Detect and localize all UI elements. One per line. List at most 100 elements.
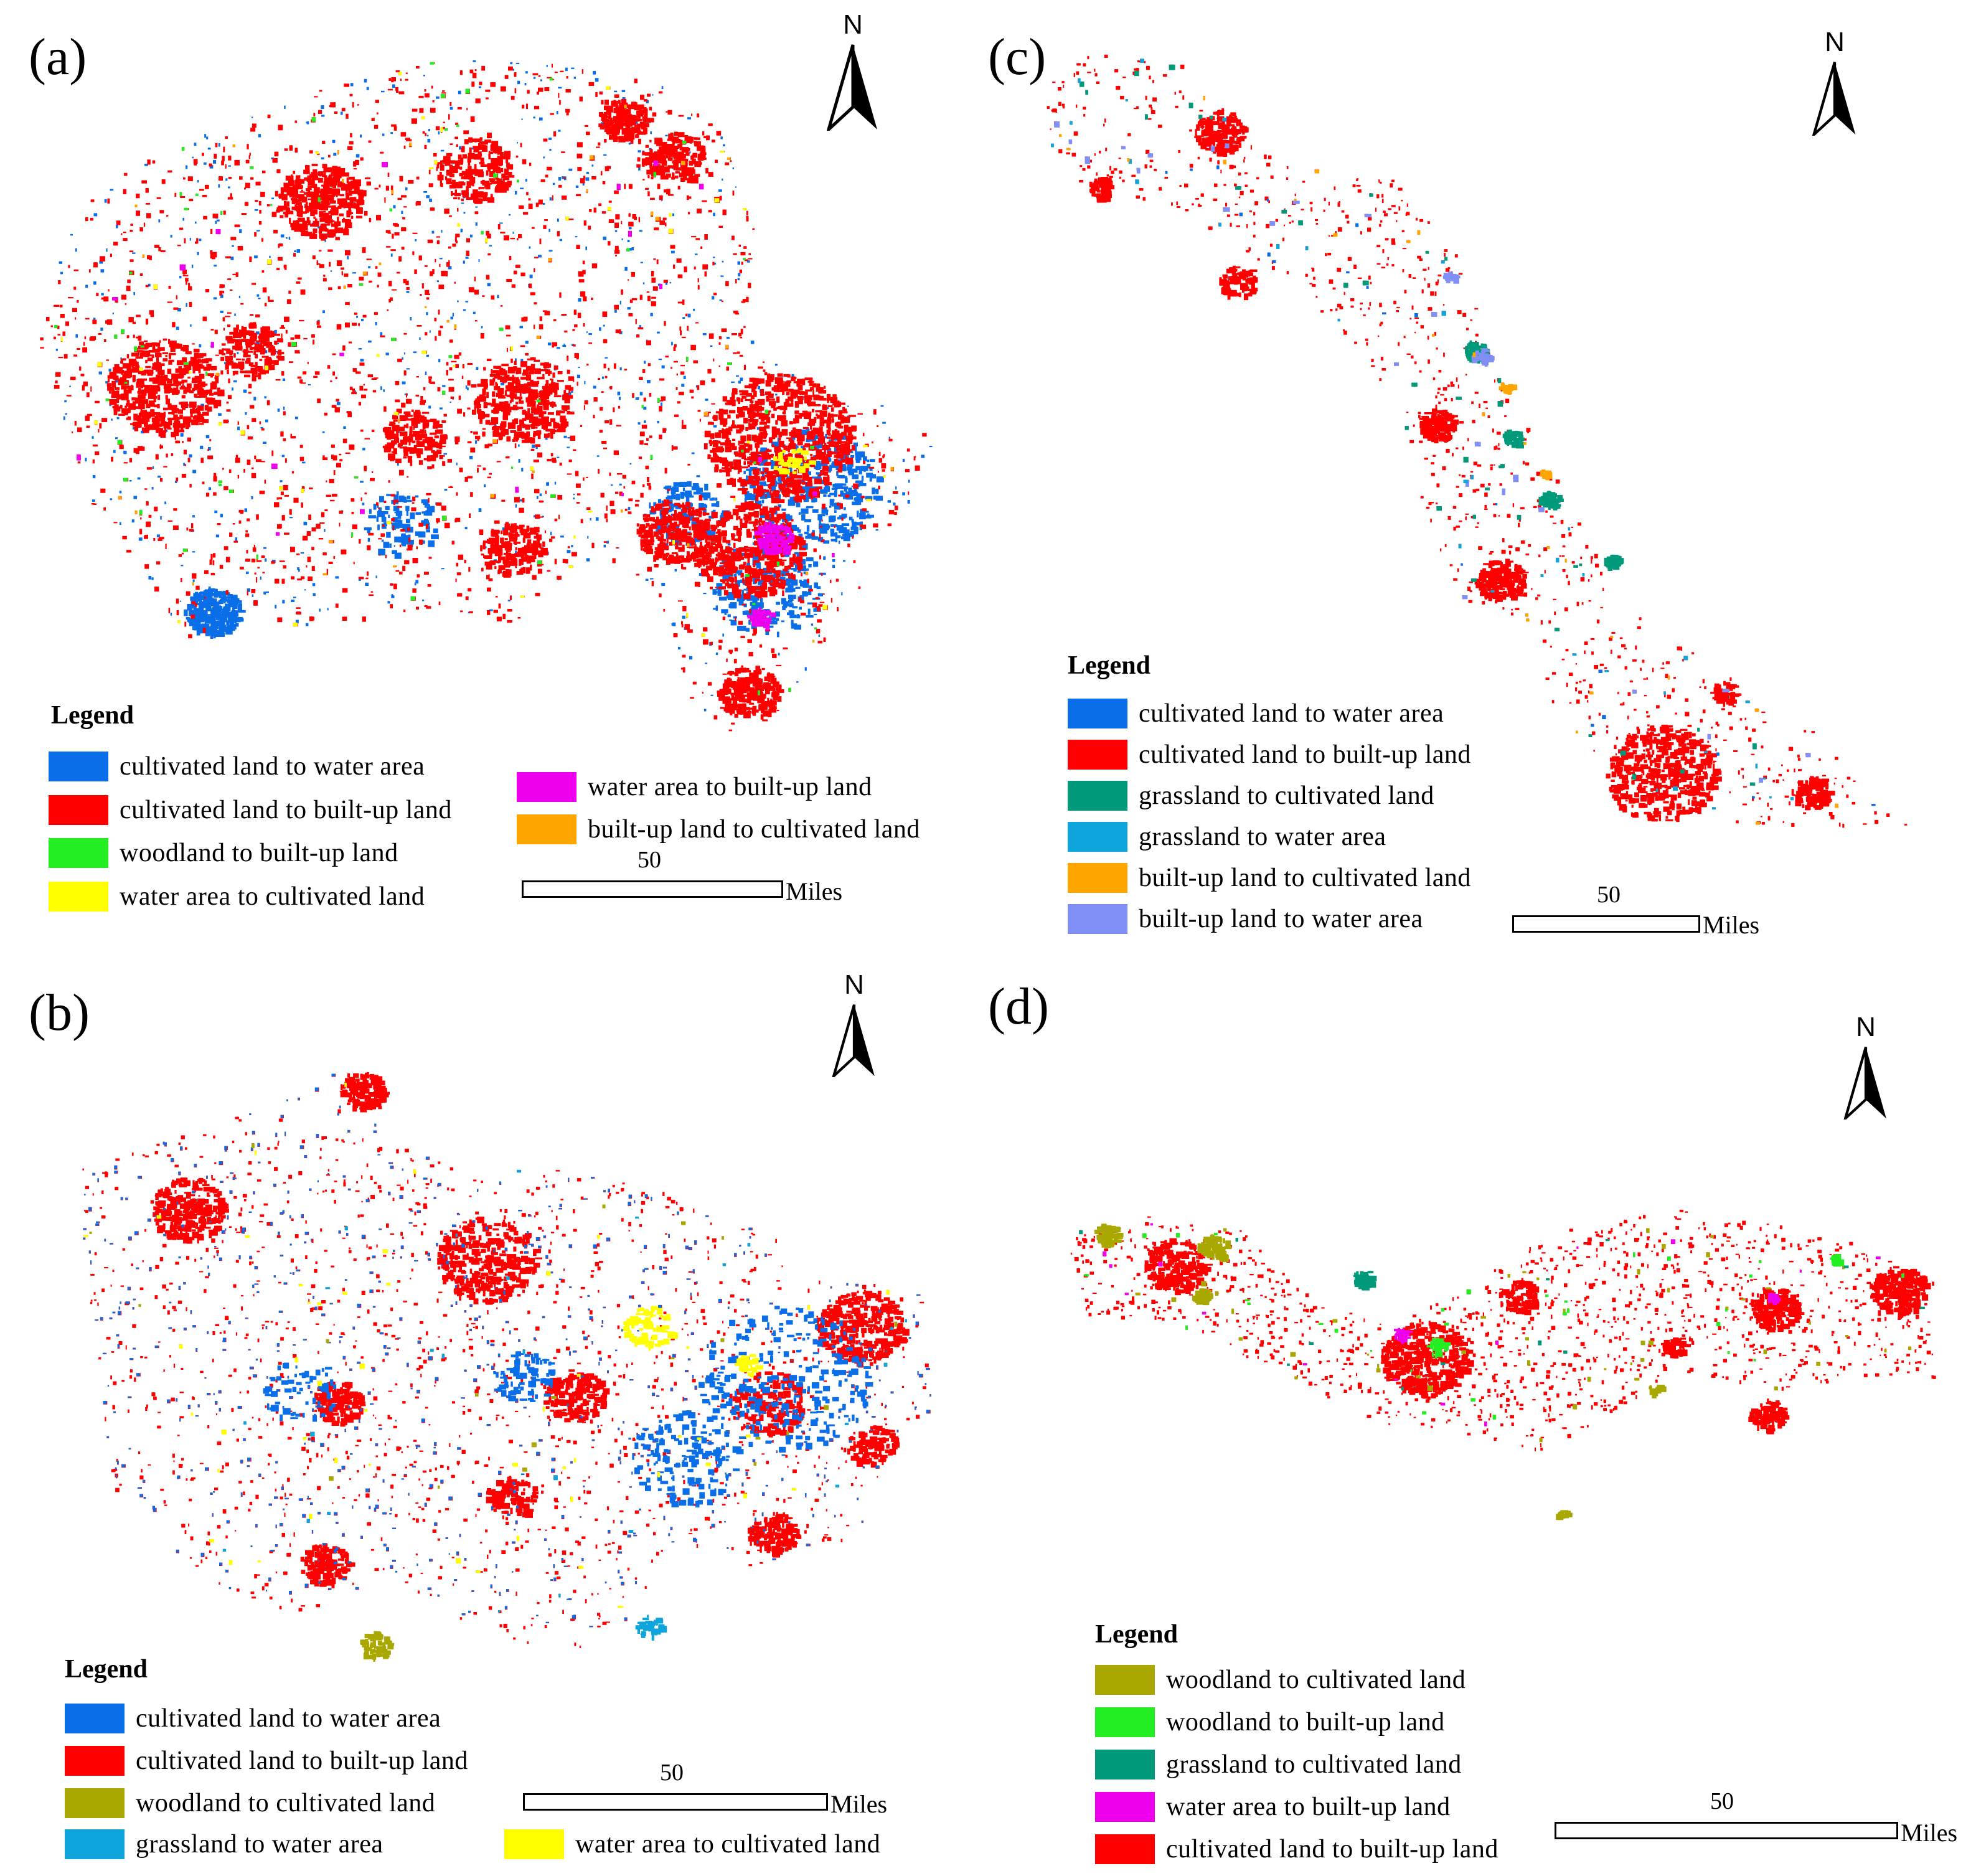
land-change-cluster	[214, 402, 218, 408]
land-change-patch	[426, 134, 429, 137]
land-change-patch	[423, 191, 428, 193]
land-change-patch	[725, 281, 729, 286]
land-change-cluster	[721, 609, 728, 614]
land-change-cluster	[141, 385, 143, 389]
land-change-patch	[459, 70, 463, 75]
land-change-cluster	[163, 384, 171, 386]
land-change-patch	[234, 224, 240, 227]
land-change-patch	[710, 587, 713, 590]
land-change-patch	[205, 289, 210, 293]
land-change-patch	[921, 455, 924, 458]
land-change-patch	[352, 272, 356, 274]
land-change-patch	[385, 554, 387, 559]
land-change-patch	[565, 559, 568, 563]
land-change-patch	[260, 576, 261, 580]
land-change-patch	[550, 113, 554, 115]
land-change-patch	[877, 471, 879, 473]
land-change-patch	[512, 232, 514, 234]
land-change-cluster	[712, 497, 715, 501]
land-change-cluster	[309, 233, 318, 239]
land-change-patch	[601, 391, 604, 393]
land-change-cluster	[133, 377, 135, 383]
land-change-patch	[207, 455, 214, 460]
land-change-patch	[681, 563, 684, 569]
land-change-cluster	[219, 625, 225, 627]
land-change-cluster	[706, 531, 710, 536]
land-change-patch	[437, 387, 441, 392]
land-change-patch	[627, 307, 631, 310]
land-change-patch	[608, 367, 609, 371]
land-change-patch	[757, 385, 760, 390]
land-change-patch	[450, 316, 453, 319]
land-change-patch	[651, 277, 656, 283]
land-change-patch	[598, 203, 602, 207]
land-change-patch	[838, 494, 841, 497]
land-change-patch	[50, 325, 53, 328]
land-change-cluster	[107, 379, 110, 383]
land-change-patch	[742, 406, 748, 411]
land-change-patch	[186, 281, 187, 285]
land-change-patch	[132, 321, 136, 324]
land-change-patch	[341, 271, 343, 276]
land-change-patch	[426, 312, 428, 316]
land-change-patch	[274, 329, 277, 334]
land-change-cluster	[167, 379, 172, 384]
land-change-patch	[281, 371, 285, 376]
land-change-patch	[349, 387, 353, 390]
land-change-patch	[83, 342, 85, 346]
land-change-patch	[554, 559, 557, 565]
land-change-patch	[288, 361, 293, 363]
land-change-patch	[268, 299, 274, 302]
land-change-patch	[599, 327, 601, 331]
land-change-patch	[846, 449, 852, 452]
land-change-cluster	[790, 524, 797, 529]
land-change-patch	[247, 588, 251, 592]
land-change-patch	[123, 450, 127, 455]
land-change-cluster	[278, 194, 285, 199]
land-change-patch	[815, 487, 819, 492]
land-change-patch	[712, 262, 715, 266]
land-change-patch	[661, 402, 662, 407]
land-change-cluster	[161, 378, 169, 381]
land-change-patch	[578, 298, 581, 302]
land-change-patch	[428, 405, 431, 409]
land-change-patch	[475, 222, 478, 226]
land-change-patch	[756, 427, 760, 430]
land-change-patch	[156, 197, 161, 199]
land-change-patch	[614, 222, 619, 229]
land-change-patch	[426, 195, 430, 199]
land-change-patch	[748, 709, 750, 711]
land-change-patch	[332, 455, 337, 461]
land-change-patch	[614, 245, 619, 252]
land-change-patch	[668, 194, 674, 196]
land-change-cluster	[238, 606, 242, 613]
land-change-patch	[760, 479, 765, 481]
land-change-patch	[791, 519, 794, 522]
land-change-patch	[412, 251, 415, 255]
land-change-patch	[139, 227, 143, 232]
land-change-patch	[829, 506, 832, 508]
land-change-cluster	[392, 522, 400, 529]
land-change-patch	[883, 454, 885, 457]
land-change-patch	[424, 144, 427, 149]
land-change-patch	[395, 87, 398, 92]
land-change-patch	[576, 483, 581, 488]
land-change-patch	[187, 458, 191, 463]
land-change-cluster	[179, 368, 186, 375]
land-change-patch	[647, 175, 650, 179]
land-change-cluster	[743, 582, 747, 585]
land-change-patch	[743, 588, 746, 591]
land-change-cluster	[151, 417, 157, 423]
land-change-patch	[380, 151, 384, 154]
land-change-patch	[101, 297, 105, 300]
land-change-patch	[364, 465, 367, 471]
land-change-patch	[788, 437, 792, 442]
land-change-cluster	[383, 542, 390, 548]
land-change-patch	[195, 241, 198, 244]
land-change-cluster	[148, 354, 154, 357]
land-change-patch	[168, 286, 171, 289]
land-change-patch	[448, 379, 454, 381]
land-change-cluster	[197, 359, 204, 363]
land-change-patch	[330, 102, 336, 108]
north-arrow-icon: N	[825, 11, 881, 131]
